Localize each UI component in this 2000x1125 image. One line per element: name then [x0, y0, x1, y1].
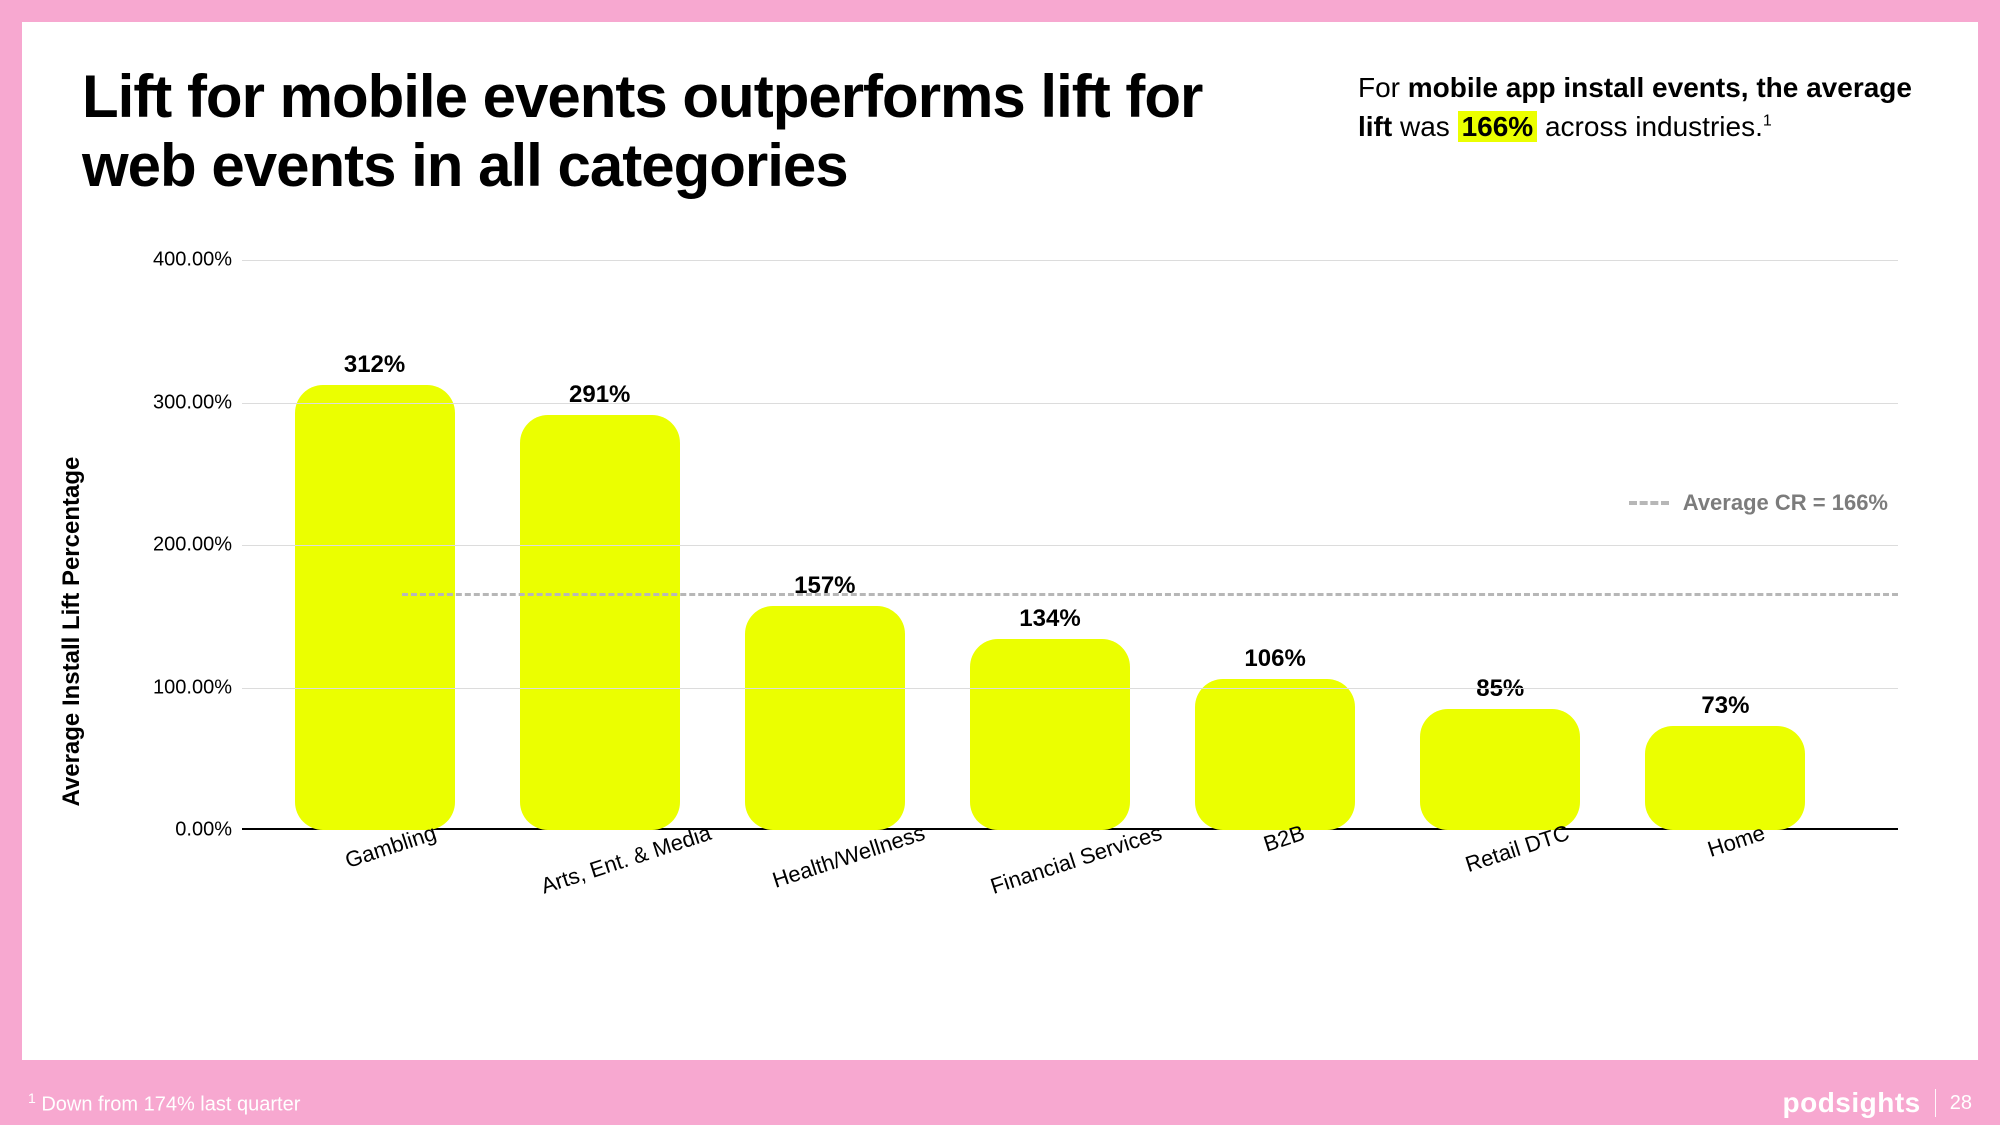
footer-divider-icon	[1935, 1089, 1936, 1117]
header-row: Lift for mobile events outperforms lift …	[82, 62, 1918, 200]
bar: 291%	[520, 415, 680, 830]
y-tick-label: 0.00%	[142, 819, 232, 842]
average-line	[402, 593, 1898, 596]
bar-value-label: 134%	[950, 605, 1150, 633]
bar-value-label: 85%	[1400, 675, 1600, 703]
bar-value-label: 73%	[1625, 692, 1825, 720]
callout-prefix: For	[1358, 72, 1408, 103]
category-label: Health/Wellness	[769, 820, 928, 894]
footer-bar: 1 Down from 174% last quarter podsights …	[0, 1081, 2000, 1125]
callout-highlight: 166%	[1458, 111, 1538, 142]
legend-label: Average CR = 166%	[1683, 490, 1888, 516]
callout-sup: 1	[1763, 113, 1772, 130]
y-tick-label: 400.00%	[142, 249, 232, 272]
bar: 157%	[745, 606, 905, 830]
slide-inner: Lift for mobile events outperforms lift …	[22, 22, 1978, 1060]
gridline	[242, 545, 1898, 546]
legend-dash-icon	[1629, 501, 1669, 505]
footnote: 1 Down from 174% last quarter	[28, 1090, 300, 1117]
brand-logo-text: podsights	[1782, 1087, 1920, 1119]
chart-area: Average Install Lift Percentage 312%Gamb…	[82, 260, 1918, 1020]
legend: Average CR = 166%	[1629, 490, 1888, 516]
y-tick-label: 100.00%	[142, 676, 232, 699]
y-tick-label: 200.00%	[142, 534, 232, 557]
callout-suffix: across industries.	[1537, 111, 1763, 142]
brand-area: podsights 28	[1782, 1087, 1972, 1119]
gridline	[242, 688, 1898, 689]
slide-frame: Lift for mobile events outperforms lift …	[0, 0, 2000, 1125]
bar: 312%	[295, 385, 455, 830]
page-number: 28	[1950, 1092, 1972, 1115]
bar: 106%	[1195, 679, 1355, 830]
callout-text: For mobile app install events, the avera…	[1358, 62, 1918, 146]
bar: 134%	[970, 639, 1130, 830]
bar-value-label: 106%	[1175, 645, 1375, 673]
category-label: Arts, Ent. & Media	[537, 820, 714, 900]
bar: 85%	[1420, 709, 1580, 830]
footnote-sup: 1	[28, 1090, 36, 1106]
plot-region: 312%Gambling291%Arts, Ent. & Media157%He…	[202, 260, 1898, 830]
bar: 73%	[1645, 726, 1805, 830]
y-tick-label: 300.00%	[142, 391, 232, 414]
callout-mid: was	[1392, 111, 1457, 142]
footnote-text: Down from 174% last quarter	[36, 1093, 301, 1115]
slide-title: Lift for mobile events outperforms lift …	[82, 62, 1282, 200]
gridline	[242, 260, 1898, 261]
category-label: Financial Services	[987, 820, 1165, 900]
bar-value-label: 291%	[500, 381, 700, 409]
gridline	[242, 403, 1898, 404]
y-axis-label: Average Install Lift Percentage	[58, 457, 86, 807]
bar-value-label: 312%	[275, 351, 475, 379]
